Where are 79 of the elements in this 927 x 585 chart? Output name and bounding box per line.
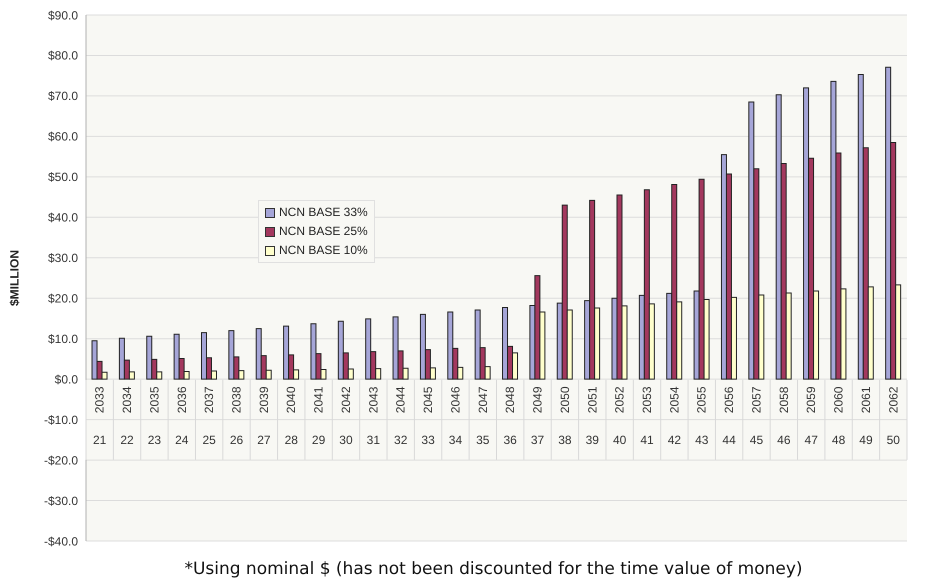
x-tick-label: 2060 <box>832 386 846 414</box>
annotation: 36 <box>504 432 518 447</box>
x-tick-label: 2057 <box>749 386 764 414</box>
x-tick-label: 2046 <box>448 386 462 414</box>
y-tick-label: $30.0 <box>48 251 78 266</box>
annotation: 39 <box>586 432 600 447</box>
annotation: 30 <box>339 432 353 447</box>
x-tick-label: 2044 <box>394 386 408 414</box>
y-tick-label: $40.0 <box>48 210 78 225</box>
y-tick-label: $90.0 <box>48 8 78 22</box>
annotation: 33 <box>421 432 436 447</box>
annotation: 38 <box>558 432 572 447</box>
x-tick-label: 2033 <box>92 386 107 414</box>
x-tick-label: 2037 <box>202 386 216 414</box>
annotation: 49 <box>859 432 873 447</box>
annotation: 25 <box>202 432 216 447</box>
x-tick-label: 2054 <box>667 386 682 414</box>
annotation: 50 <box>886 432 900 447</box>
annotation: 34 <box>448 432 462 447</box>
legend-label: NCN BASE 33% <box>279 204 368 221</box>
x-tick-label: 2052 <box>612 386 627 414</box>
x-tick-label: 2045 <box>421 386 436 414</box>
annotation: 37 <box>530 432 545 447</box>
annotation: 27 <box>257 432 271 447</box>
x-tick-label: 2041 <box>312 386 326 414</box>
y-tick-label: -$30.0 <box>44 494 78 508</box>
x-tick-label: 2062 <box>886 386 900 414</box>
annotation: 23 <box>148 432 162 447</box>
annotation: 47 <box>804 432 818 447</box>
x-tick-label: 2038 <box>230 386 244 414</box>
annotation: 24 <box>175 432 189 447</box>
x-tick-label: 2042 <box>338 386 353 414</box>
annotation: 44 <box>722 432 736 447</box>
x-tick-label: 2053 <box>640 386 654 414</box>
annotation: 22 <box>120 432 134 447</box>
annotation: 26 <box>230 432 244 447</box>
x-tick-label: 2058 <box>776 386 791 414</box>
annotation: 29 <box>312 432 326 447</box>
x-tick-label: 2047 <box>476 386 490 414</box>
y-tick-label: $60.0 <box>48 130 78 144</box>
y-tick-label: $50.0 <box>48 170 78 184</box>
y-tick-label: -$40.0 <box>44 534 78 548</box>
x-tick-label: 2049 <box>530 386 545 414</box>
annotation: 32 <box>394 432 408 447</box>
x-tick-label: 2061 <box>858 386 873 414</box>
x-tick-label: 2039 <box>256 386 271 414</box>
y-tick-label: $0.0 <box>54 372 78 386</box>
x-tick-label: 2034 <box>120 386 134 414</box>
x-tick-label: 2059 <box>804 386 818 414</box>
x-tick-label: 2056 <box>722 386 736 414</box>
annotation: 21 <box>93 432 107 447</box>
x-tick-label: 2048 <box>503 386 518 414</box>
x-tick-label: 2050 <box>558 386 572 414</box>
annotation: 40 <box>612 432 627 447</box>
y-tick-label: $80.0 <box>48 48 78 63</box>
legend-label: NCN BASE 10% <box>279 242 368 259</box>
x-tick-label: 2040 <box>284 386 298 414</box>
annotation: 43 <box>695 432 709 447</box>
y-tick-label: $20.0 <box>48 291 78 306</box>
text: *Using nominal $ (has not been discounted for the time value of money) <box>183 559 804 579</box>
y-tick-label: $10.0 <box>48 332 78 346</box>
annotation: 42 <box>668 432 682 447</box>
x-tick-label: 2051 <box>585 386 600 414</box>
y-tick-label: $70.0 <box>48 89 78 104</box>
annotation: 46 <box>777 432 791 447</box>
y-tick-label: -$10.0 <box>44 412 78 427</box>
x-tick-label: 2035 <box>147 386 162 414</box>
y-axis-title: $MILLION <box>7 250 22 306</box>
x-tick-label: 2043 <box>366 386 380 414</box>
legend-label: NCN BASE 25% <box>279 223 368 240</box>
annotation: 41 <box>640 432 654 447</box>
annotation: 45 <box>750 432 764 447</box>
annotation: 28 <box>284 432 298 447</box>
y-tick-label: -$20.0 <box>44 453 78 468</box>
x-tick-label: 2036 <box>174 386 189 414</box>
x-tick-label: 2055 <box>694 386 709 414</box>
annotation: 35 <box>476 432 490 447</box>
annotation: 48 <box>832 432 846 447</box>
annotation: 31 <box>366 432 380 447</box>
